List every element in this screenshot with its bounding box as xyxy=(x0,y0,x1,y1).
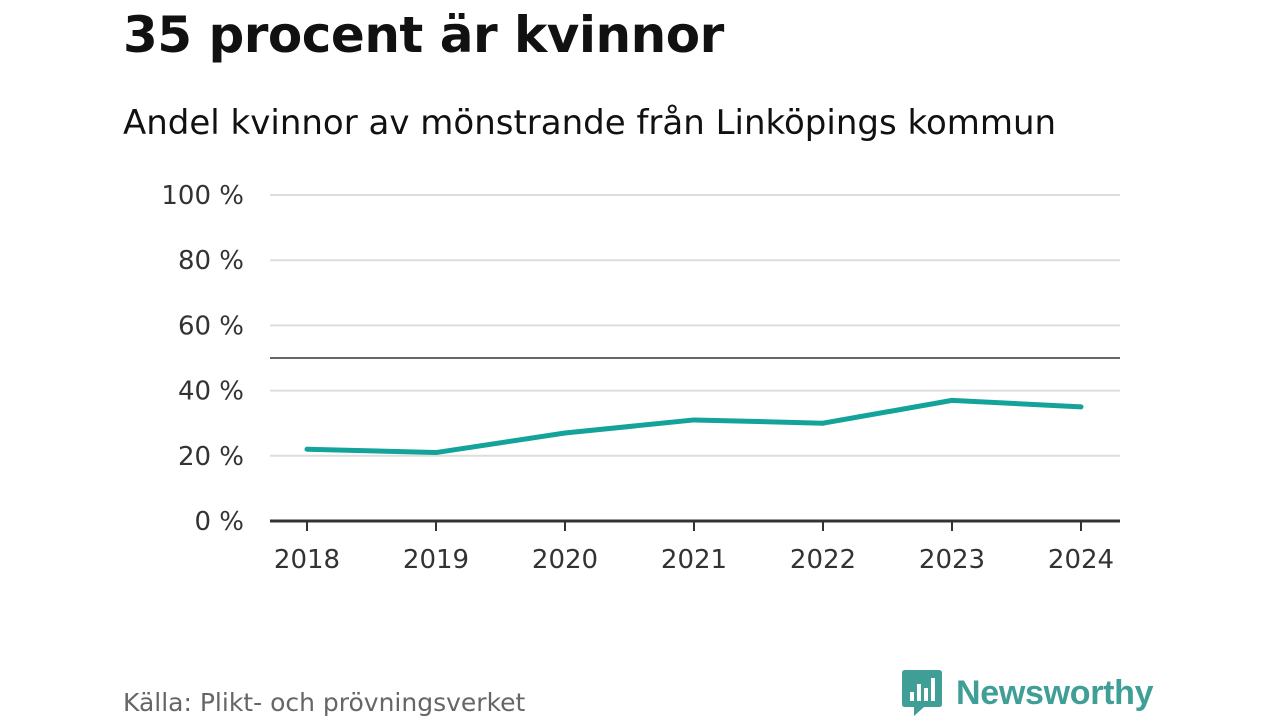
x-tick-label: 2021 xyxy=(661,545,727,575)
data-point xyxy=(1078,404,1084,410)
data-point xyxy=(820,420,826,426)
y-tick-label: 20 % xyxy=(178,442,244,472)
brand-logo: Newsworthy xyxy=(900,668,1154,718)
newsworthy-logo-icon xyxy=(902,670,942,716)
y-tick-label: 60 % xyxy=(178,311,244,341)
line-chart: 0 % 20 % 40 % 60 % 80 % 100 % 2018 2019 2020 202… xyxy=(161,181,1120,575)
x-tick-label: 2023 xyxy=(919,545,985,575)
y-tick-label: 80 % xyxy=(178,246,244,276)
x-tick-label: 2018 xyxy=(274,545,340,575)
y-axis: 0 % 20 % 40 % 60 % 80 % 100 % xyxy=(161,181,244,537)
chart-subtitle: Andel kvinnor av mönstrande från Linköpi… xyxy=(123,103,1057,143)
x-tick-label: 2022 xyxy=(790,545,856,575)
x-tick-label: 2019 xyxy=(403,545,469,575)
brand-name: Newsworthy xyxy=(956,673,1154,712)
x-tick-label: 2020 xyxy=(532,545,598,575)
data-point xyxy=(691,417,697,423)
x-tick-label: 2024 xyxy=(1048,545,1114,575)
y-tick-label: 100 % xyxy=(161,181,244,211)
y-tick-label: 40 % xyxy=(178,377,244,407)
source-note: Källa: Plikt- och prövningsverket xyxy=(123,688,526,717)
data-point xyxy=(304,446,310,452)
data-point xyxy=(433,450,439,456)
chart-title: 35 procent är kvinnor xyxy=(123,6,724,64)
series-line xyxy=(306,397,1082,456)
y-tick-label: 0 % xyxy=(194,507,244,537)
gridlines xyxy=(270,194,1120,457)
data-point xyxy=(949,397,955,403)
data-point xyxy=(562,430,568,436)
series-layer xyxy=(304,397,1084,456)
x-axis: 2018 2019 2020 2021 2022 2023 2024 xyxy=(270,519,1120,575)
